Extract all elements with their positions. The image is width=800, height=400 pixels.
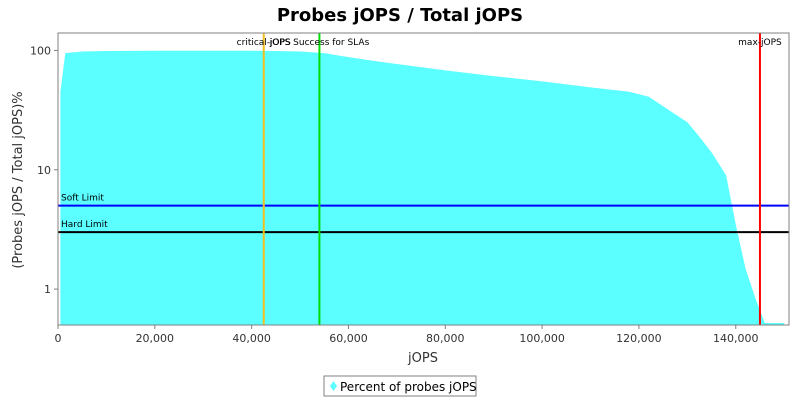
x-tick-label-5: 100,000 [519, 332, 565, 345]
y-tick-label-2: 100 [30, 44, 51, 57]
x-tick-label-0: 0 [55, 332, 62, 345]
legend-swatch [330, 381, 337, 391]
legend-entry: Percent of probes jOPS [340, 380, 477, 394]
y-axis-label: (Probes jOPS / Total jOPS)% [11, 91, 26, 268]
legend: Percent of probes jOPS [323, 375, 477, 397]
horizontal-marker-label-0: Soft Limit [61, 194, 104, 204]
x-tick-label-4: 80,000 [426, 332, 465, 345]
vertical-marker-label-2: max-jOPS [738, 38, 782, 48]
legend-frame [323, 375, 477, 397]
vertical-marker-label-0: critical-jOPS [237, 38, 291, 48]
horizontal-markers: Soft Limit Hard Limit [58, 194, 789, 234]
horizontal-marker-label-1: Hard Limit [61, 220, 108, 230]
x-tick-label-2: 40,000 [232, 332, 271, 345]
plot-frame [57, 32, 790, 326]
y-axis: 1 10 100 [30, 44, 58, 296]
x-tick-label-3: 60,000 [329, 332, 368, 345]
x-axis-label: jOPS [407, 351, 438, 366]
chart-title: Probes jOPS / Total jOPS [277, 5, 523, 26]
series-area-0 [60, 50, 785, 325]
x-tick-label-6: 120,000 [616, 332, 662, 345]
x-tick-label-7: 140,000 [713, 332, 759, 345]
x-tick-label-1: 20,000 [136, 332, 175, 345]
y-tick-label-1: 10 [37, 164, 51, 177]
series-layer [60, 50, 785, 325]
x-axis: 0 20,000 40,000 60,000 80,000 100,000 120,000 1… [55, 325, 759, 345]
y-tick-label-0: 1 [44, 283, 51, 296]
vertical-marker-label-1: jOPS Success for SLAs [269, 38, 370, 48]
